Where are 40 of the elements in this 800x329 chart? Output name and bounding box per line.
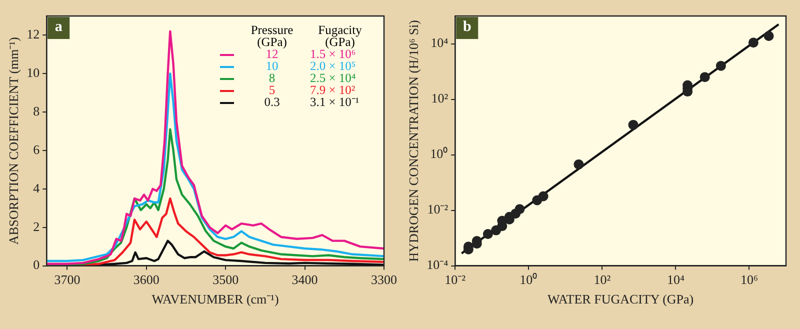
- annotation: 2.0 × 10⁵: [309, 59, 357, 73]
- legend-title: Pressure (GPa): [250, 23, 294, 49]
- x-tick-label: 3300: [371, 272, 397, 288]
- x-tick-label: 10⁻²: [444, 272, 466, 288]
- x-tick-label: 3400: [292, 272, 318, 288]
- x-tick-label: 10⁶: [740, 272, 758, 288]
- annotation: a: [54, 18, 63, 35]
- x-tick-label: 10²: [594, 272, 611, 288]
- y-axis-title: HYDROGEN CONCENTRATION (H/10⁶ Si): [406, 20, 422, 262]
- annotation: Fugacity (GPa): [317, 23, 363, 49]
- x-tick-label: 3500: [212, 272, 239, 288]
- annotation: b: [462, 18, 472, 35]
- y-tick-label: 4: [33, 180, 40, 196]
- y-tick-label: 10⁻²: [427, 202, 448, 217]
- x-axis-title: WAVENUMBER (cm⁻¹): [152, 292, 279, 307]
- y-tick-label: 2: [33, 218, 40, 234]
- y-tick-label: 10⁴: [430, 35, 449, 50]
- text: 10: [264, 59, 280, 73]
- y-tick-label: 10: [26, 65, 40, 80]
- text: 0.3: [263, 95, 281, 109]
- y-axis-title: ABSORPTION COEFFICIENT (mm⁻¹): [6, 37, 22, 245]
- y-tick-label: 0: [33, 257, 40, 272]
- x-tick-label: 3700: [54, 272, 80, 288]
- x-tick-label: 10⁴: [666, 272, 685, 288]
- x-tick-label: 3600: [133, 272, 160, 288]
- annotation: 2.5 × 10⁴: [309, 71, 357, 85]
- text: 5: [268, 83, 276, 97]
- text: 8: [268, 71, 276, 85]
- y-tick-label: 12: [26, 26, 40, 42]
- x-axis-title: WATER FUGACITY (GPa): [548, 292, 694, 307]
- annotation: 3.1 × 10⁻¹: [309, 95, 360, 109]
- y-tick-label: 10⁻⁴: [426, 257, 449, 272]
- y-tick-label: 6: [33, 142, 40, 157]
- annotation: 7.9 × 10²: [309, 83, 356, 97]
- y-tick-label: 10²: [431, 90, 448, 106]
- x-tick-label: 10⁰: [520, 272, 538, 288]
- text: 12: [266, 47, 278, 61]
- annotation: 1.5 × 10⁶: [309, 47, 357, 61]
- y-tick-label: 8: [33, 104, 40, 118]
- y-tick-label: 10⁰: [430, 146, 448, 162]
